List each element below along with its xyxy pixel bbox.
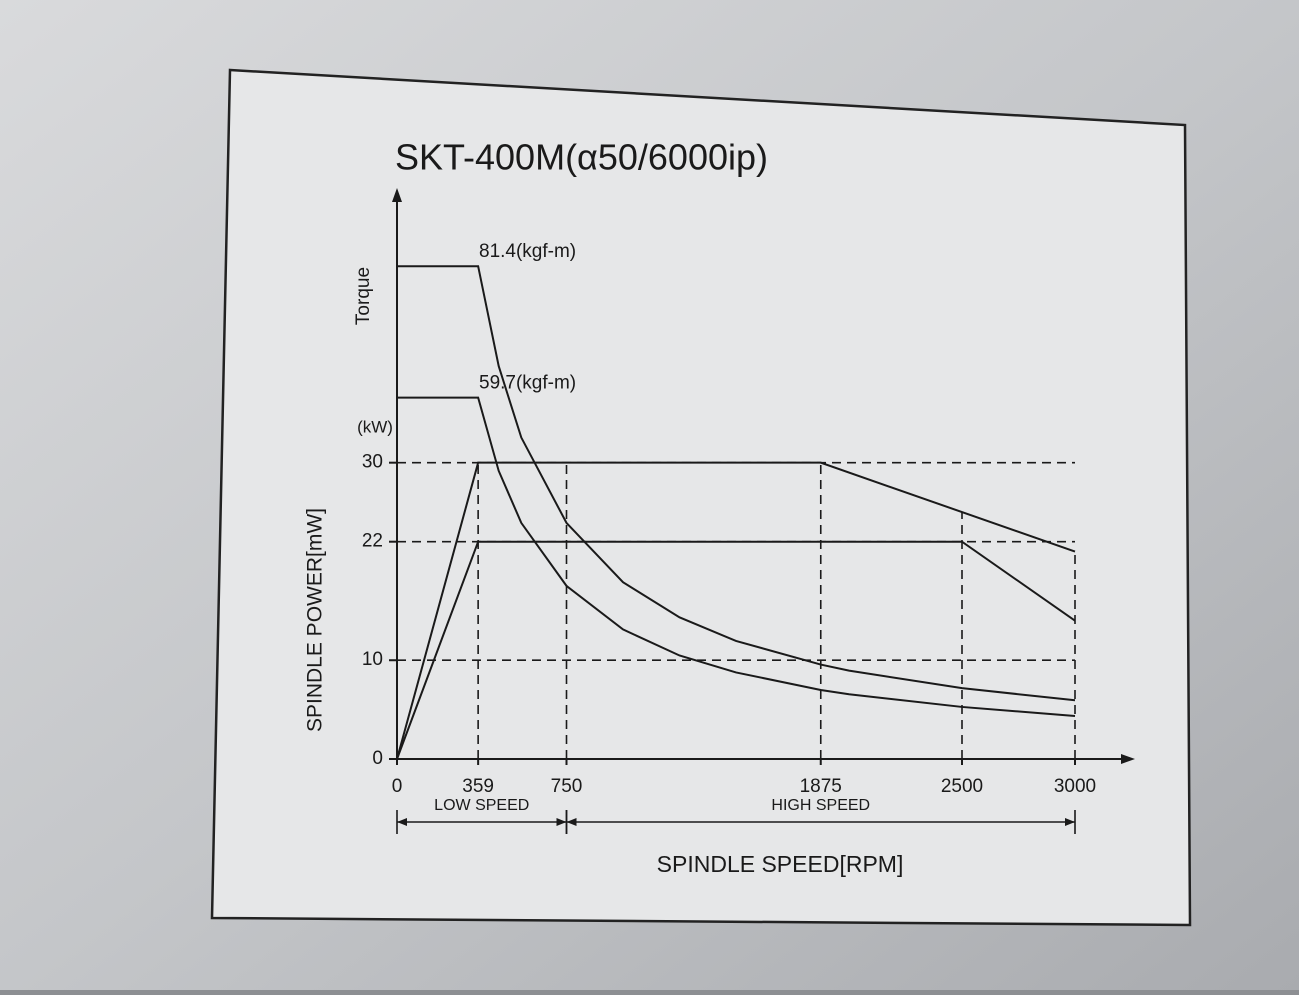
- y-axis-unit: (kW): [357, 417, 393, 436]
- data-line: [396, 540, 1076, 760]
- x-tick-label: 750: [551, 776, 583, 797]
- y-axis-label: SPINDLE POWER[mW]: [304, 508, 327, 732]
- x-tick-label: 1875: [800, 776, 842, 797]
- x-tick-label: 3000: [1054, 776, 1096, 797]
- x-tick-label: 2500: [941, 776, 983, 797]
- y-tick-label: 10: [362, 649, 383, 670]
- range-label: LOW SPEED: [434, 797, 529, 814]
- data-line: [396, 461, 1076, 760]
- y-tick-label: 22: [362, 531, 383, 552]
- x-axis-arrow: [1121, 754, 1135, 764]
- range-label: HIGH SPEED: [771, 797, 870, 814]
- data-line: [397, 396, 1076, 718]
- x-axis-label: SPINDLE SPEED[RPM]: [657, 851, 904, 877]
- series-label: 81.4(kgf-m): [479, 241, 576, 262]
- data-line: [397, 265, 1076, 702]
- y2-axis-label: Torque: [353, 267, 374, 325]
- y-axis-arrow: [392, 188, 402, 202]
- series-label: 59.7(kgf-m): [479, 373, 576, 394]
- figure-frame: [210, 68, 1192, 927]
- x-tick-label: 0: [392, 776, 403, 797]
- chart-title: SKT-400M(α50/6000ip): [395, 137, 768, 178]
- y-tick-label: 0: [372, 748, 383, 769]
- x-tick-label: 359: [462, 776, 494, 797]
- y-tick-label: 30: [362, 452, 383, 473]
